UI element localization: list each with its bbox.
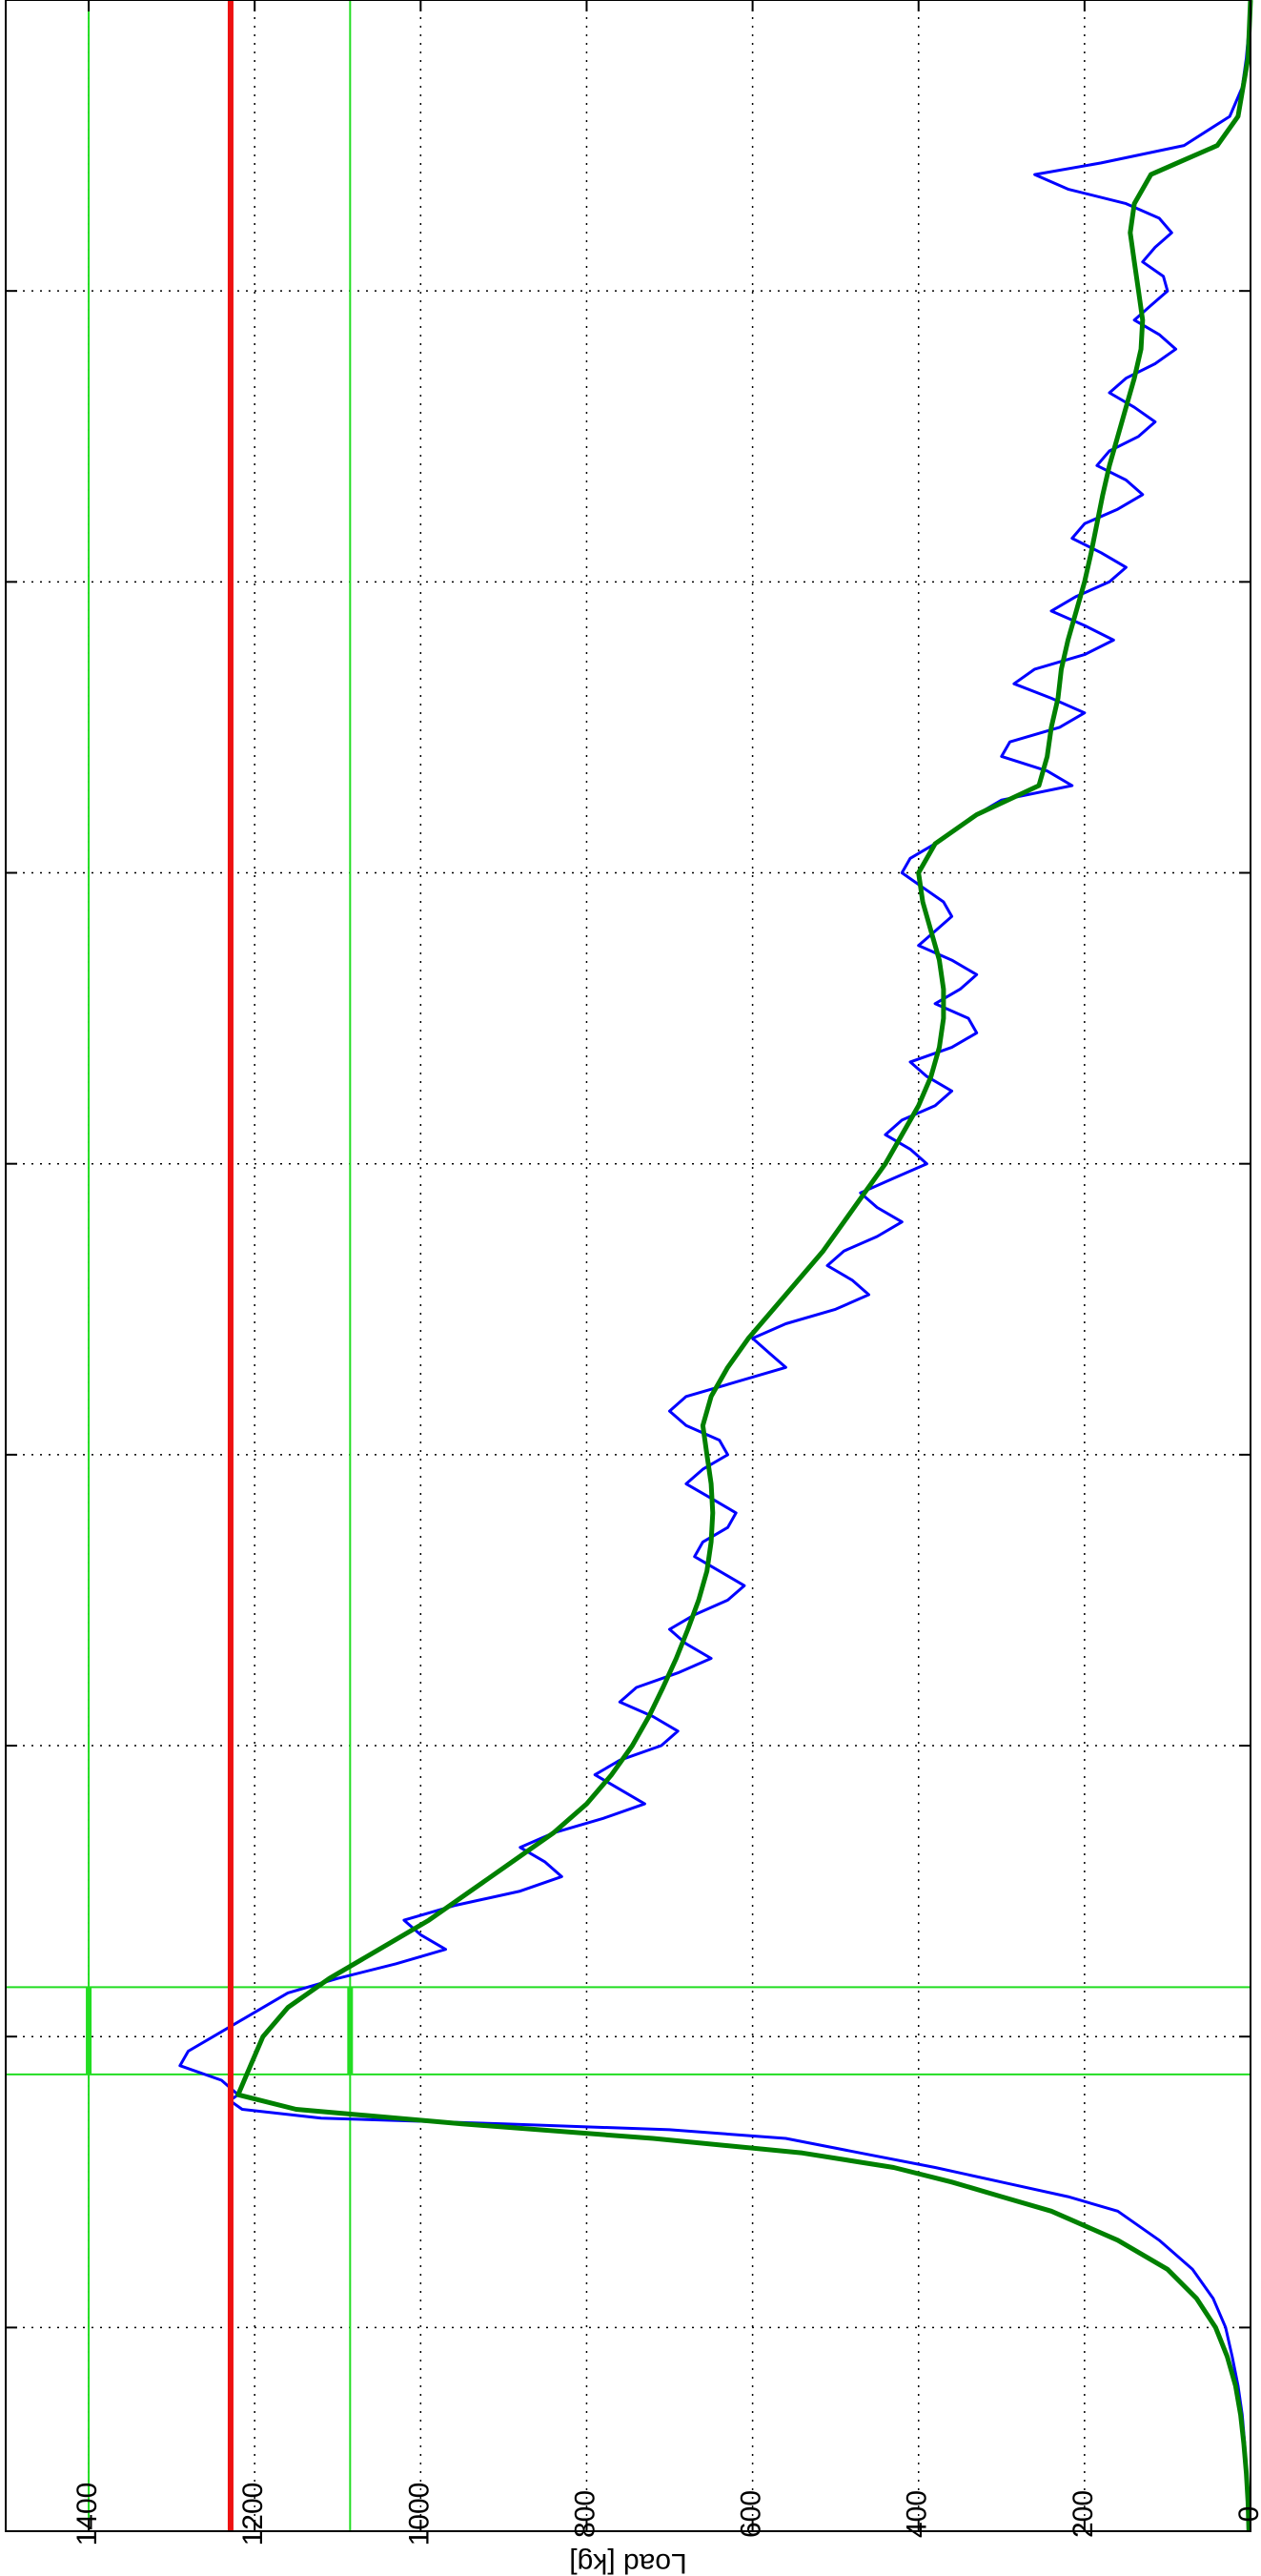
x-tick-label-30: 30 (1257, 857, 1261, 889)
x-tick-label-70: 70 (1257, 2021, 1261, 2053)
x-tick-label-50: 50 (1257, 1439, 1261, 1470)
y-tick-label-1000: 1000 (403, 2483, 435, 2546)
x-tick-label-60: 60 (1257, 1729, 1261, 1761)
ticks: 0102030405060708002004006008001000120014… (6, 0, 1261, 2545)
x-tick-label-10: 10 (1257, 275, 1261, 306)
x-tick-label-40: 40 (1257, 1148, 1261, 1179)
series-line-1 (178, 0, 1252, 2532)
y-tick-label-200: 200 (1068, 2490, 1099, 2538)
reference-lines (6, 0, 1251, 2531)
y-tick-label-400: 400 (902, 2490, 933, 2538)
y-tick-label-1400: 1400 (71, 2483, 103, 2546)
y-tick-label-600: 600 (736, 2490, 767, 2538)
series-layer (178, 0, 1253, 2532)
x-tick-label-20: 20 (1257, 566, 1261, 598)
x-tick-label-0: 0 (1257, 0, 1261, 8)
axes-box (5, 0, 1251, 2532)
y-tick-label-800: 800 (569, 2490, 600, 2538)
y-axis-label: Load [kg] (569, 2547, 686, 2576)
y-tick-label-1200: 1200 (237, 2483, 269, 2546)
x-tick-label-80: 80 (1257, 2312, 1261, 2343)
y-tick-label-0: 0 (1233, 2506, 1261, 2523)
series-line-2 (235, 0, 1253, 2532)
